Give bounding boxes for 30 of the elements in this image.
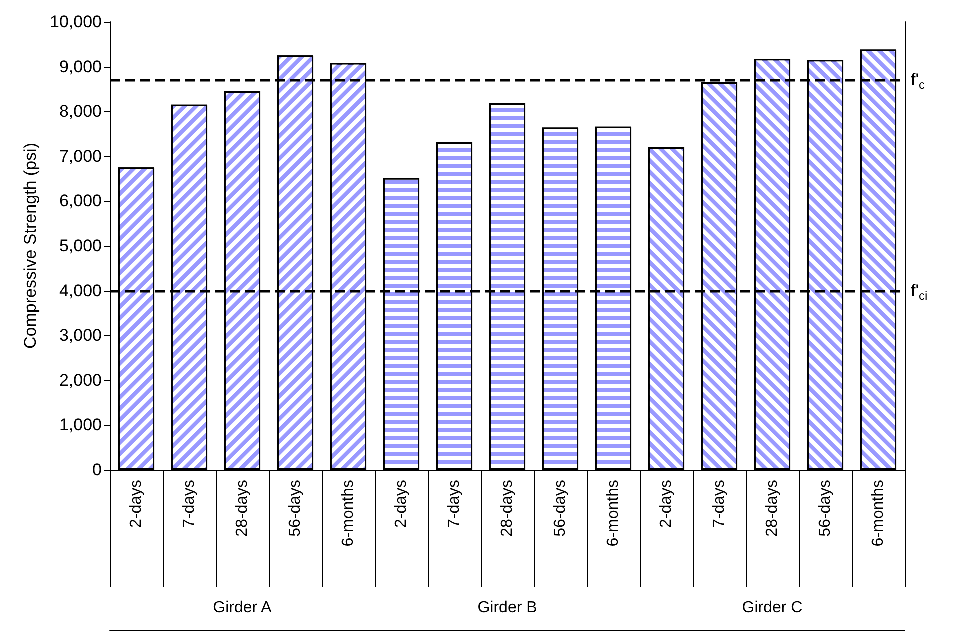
y-tick-label: 4,000 bbox=[59, 281, 102, 300]
text: Girder C bbox=[742, 600, 803, 616]
x-tick-label: 6-months bbox=[605, 480, 622, 547]
text: Girder B bbox=[478, 600, 538, 616]
x-tick-label: 2-days bbox=[393, 480, 410, 528]
x-tick-label: 6-months bbox=[340, 480, 357, 547]
y-tick-label: 5,000 bbox=[59, 236, 102, 256]
y-tick-label: 0 bbox=[92, 460, 102, 480]
y-tick-label: 9,000 bbox=[59, 57, 102, 76]
y-tick-label: 7,000 bbox=[59, 146, 102, 166]
y-axis-title: Compressive Strength (psi) bbox=[21, 143, 40, 349]
x-tick-label: 28-days bbox=[499, 480, 516, 537]
y-tick-label: 3,000 bbox=[59, 326, 102, 346]
x-tick-label: 28-days bbox=[234, 480, 251, 537]
y-tick-label: 6,000 bbox=[59, 192, 102, 211]
x-tick-label: 56-days bbox=[287, 480, 304, 537]
y-tick-label: 2,000 bbox=[59, 370, 102, 390]
x-tick-label: 6-months bbox=[870, 480, 887, 547]
y-tick-label: 1,000 bbox=[59, 416, 102, 435]
x-tick-label: 56-days bbox=[817, 480, 834, 537]
x-tick-label: 7-days bbox=[446, 480, 463, 528]
x-tick-label: 56-days bbox=[552, 480, 569, 537]
text: Girder A bbox=[213, 600, 272, 616]
x-tick-label: 7-days bbox=[711, 480, 728, 528]
x-tick-label: 28-days bbox=[764, 480, 781, 537]
x-tick-label: 2-days bbox=[128, 480, 145, 528]
x-tick-label: 7-days bbox=[181, 480, 198, 528]
y-tick-label: 10,000 bbox=[50, 12, 102, 32]
x-tick-label: 2-days bbox=[658, 480, 675, 528]
y-tick-label: 8,000 bbox=[59, 102, 102, 122]
